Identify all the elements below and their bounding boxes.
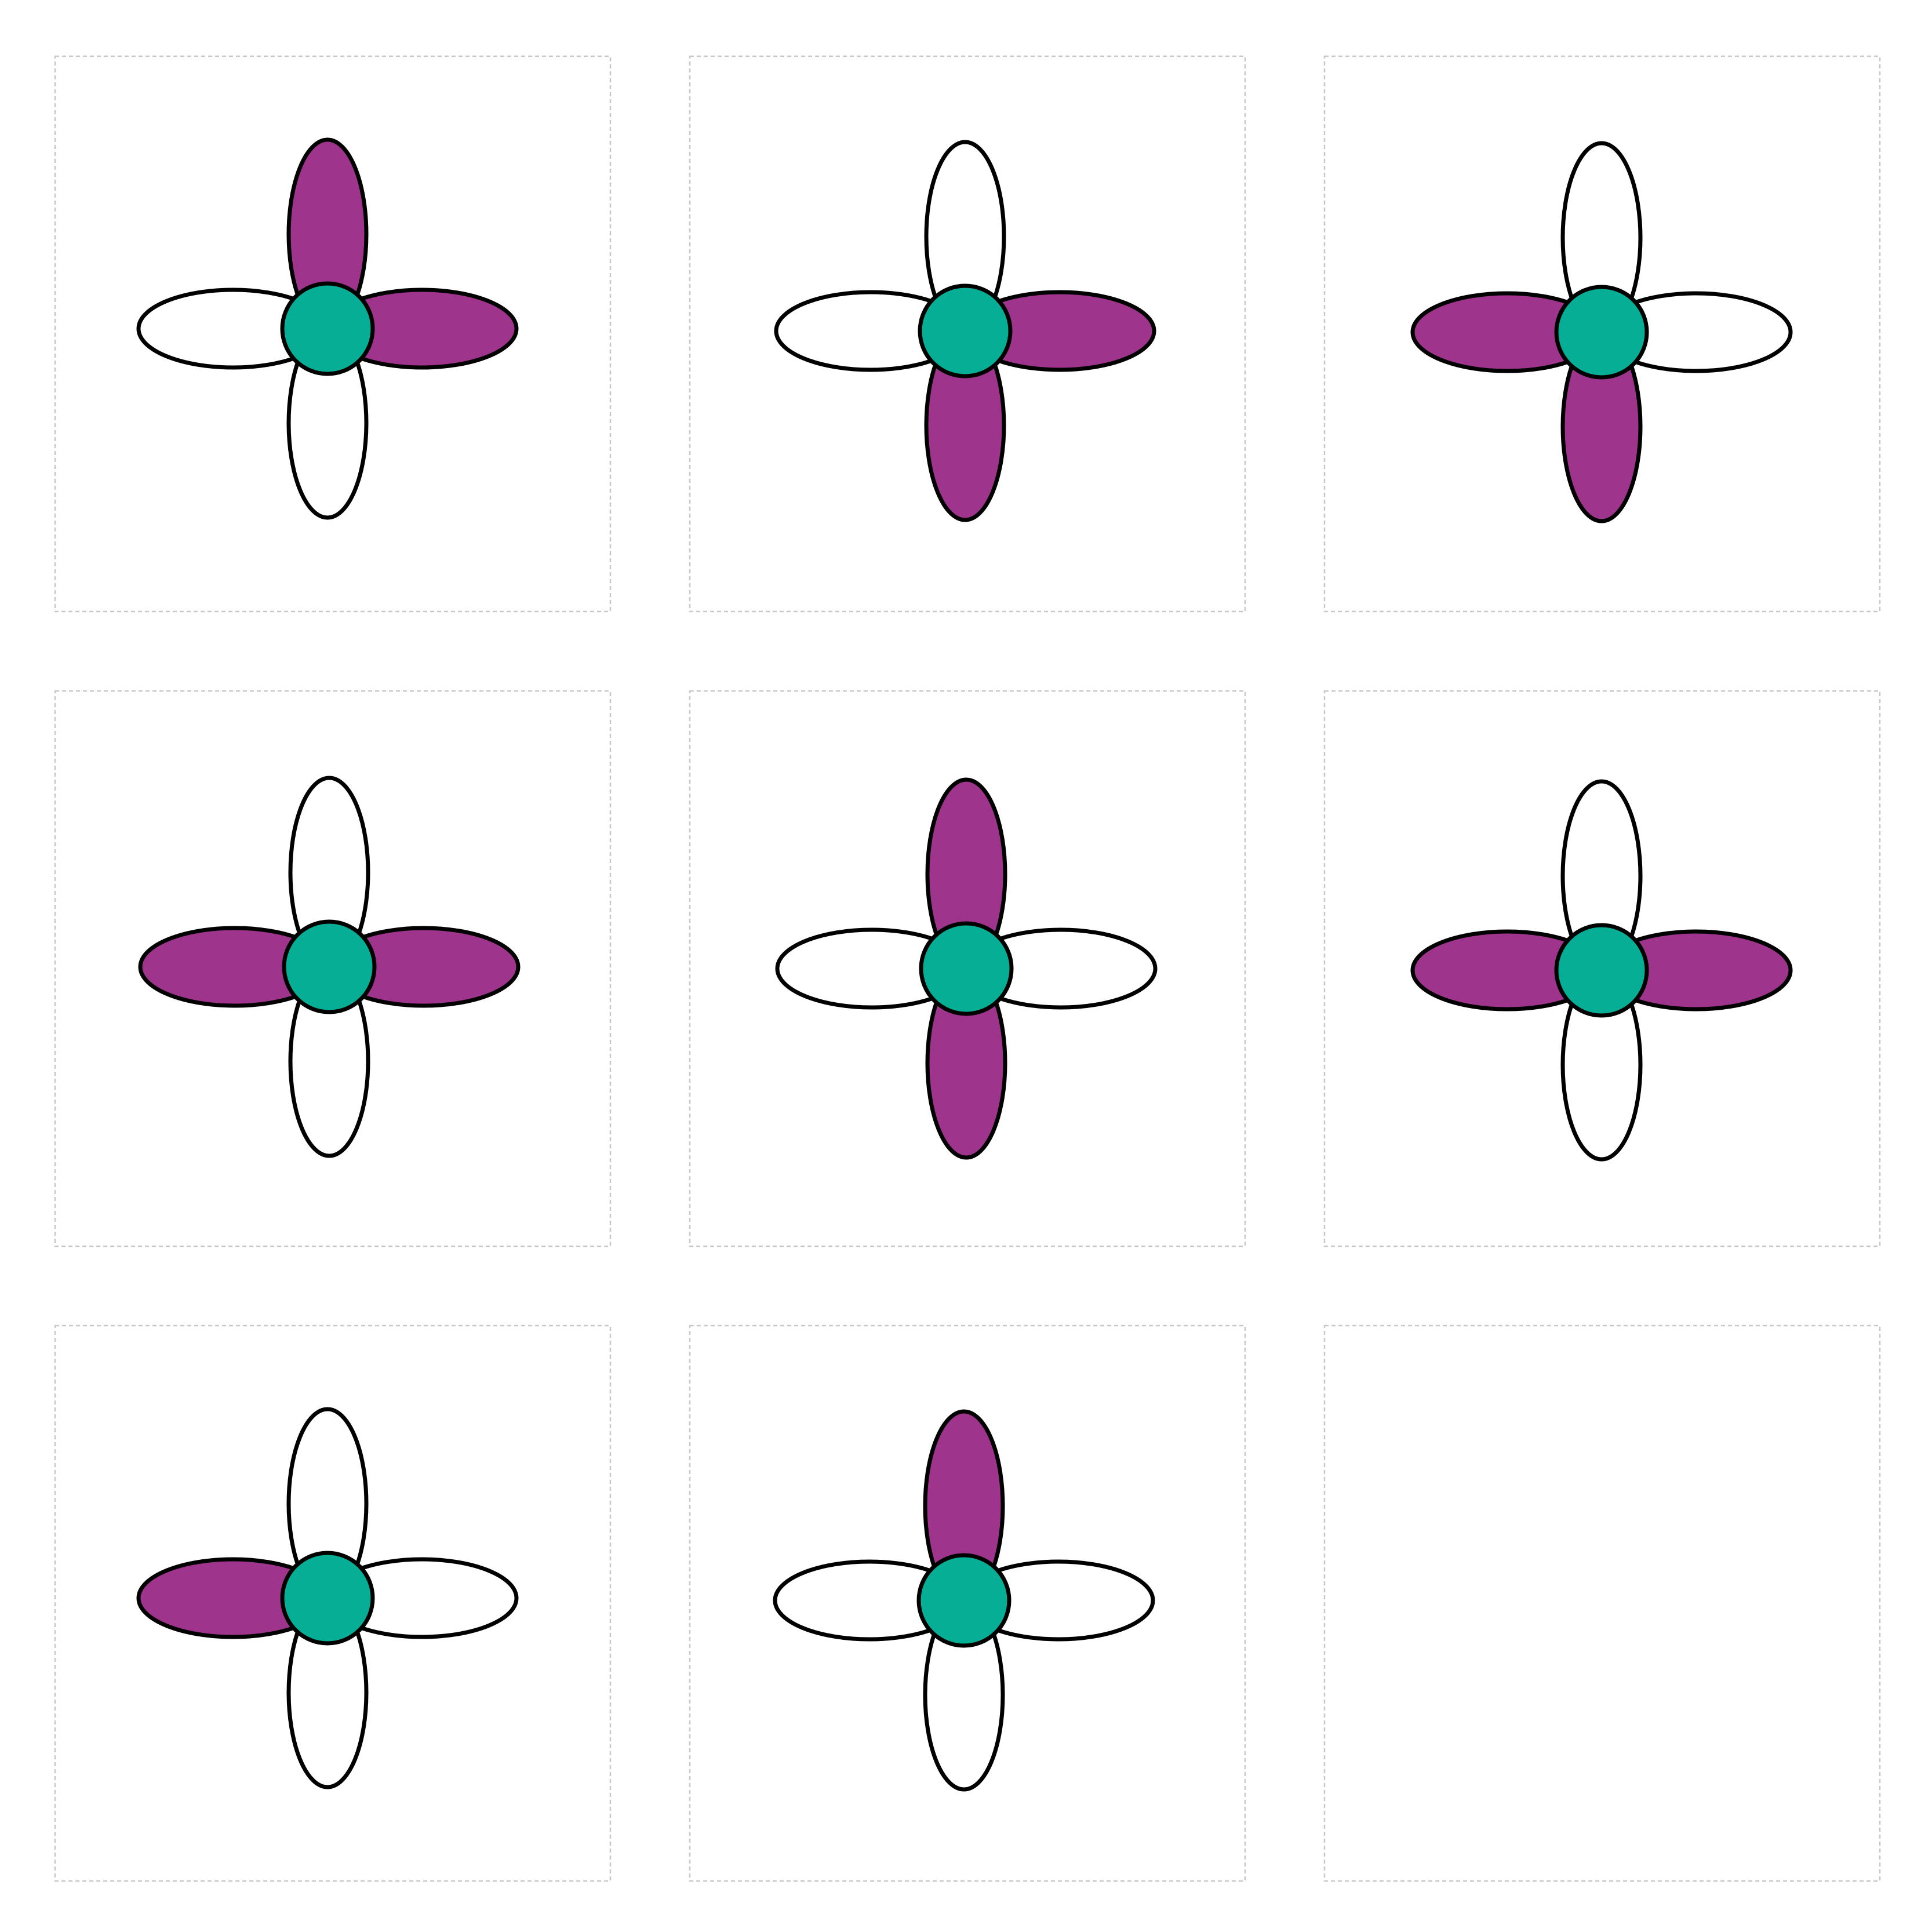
cell-frame (1323, 690, 1881, 1247)
cell-frame (689, 1325, 1246, 1882)
cell-frame (1323, 1325, 1881, 1882)
flower-center (280, 1551, 375, 1646)
grid-cell-6[interactable] (1323, 690, 1881, 1247)
flower-icon (773, 1409, 1155, 1792)
cell-frame (54, 55, 612, 613)
cell-frame (1323, 55, 1881, 613)
flower-icon (1410, 141, 1793, 523)
grid-cell-5[interactable] (689, 690, 1246, 1247)
cell-frame (689, 55, 1246, 613)
flower-center (280, 281, 375, 376)
cell-frame (689, 690, 1246, 1247)
flower-icon (136, 1407, 519, 1789)
flower-icon (775, 777, 1158, 1160)
flower-icon (1410, 779, 1793, 1162)
flower-center (919, 921, 1014, 1016)
grid-cell-9[interactable] (1323, 1325, 1881, 1882)
grid-cell-8[interactable] (689, 1325, 1246, 1882)
flower-icon (774, 140, 1156, 522)
flower-center (918, 283, 1013, 379)
flower-center (1554, 285, 1649, 380)
grid-cell-2[interactable] (689, 55, 1246, 613)
cell-frame (54, 690, 612, 1247)
flower-icon (136, 137, 519, 520)
cell-frame (54, 1325, 612, 1882)
grid-cell-1[interactable] (54, 55, 612, 613)
flower-center (916, 1553, 1012, 1648)
flower-center (1554, 923, 1649, 1018)
grid-cell-7[interactable] (54, 1325, 612, 1882)
grid-cell-4[interactable] (54, 690, 612, 1247)
flower-icon (138, 776, 521, 1158)
flower-center (282, 919, 377, 1014)
grid-cell-3[interactable] (1323, 55, 1881, 613)
grid-cells (54, 55, 1881, 1882)
